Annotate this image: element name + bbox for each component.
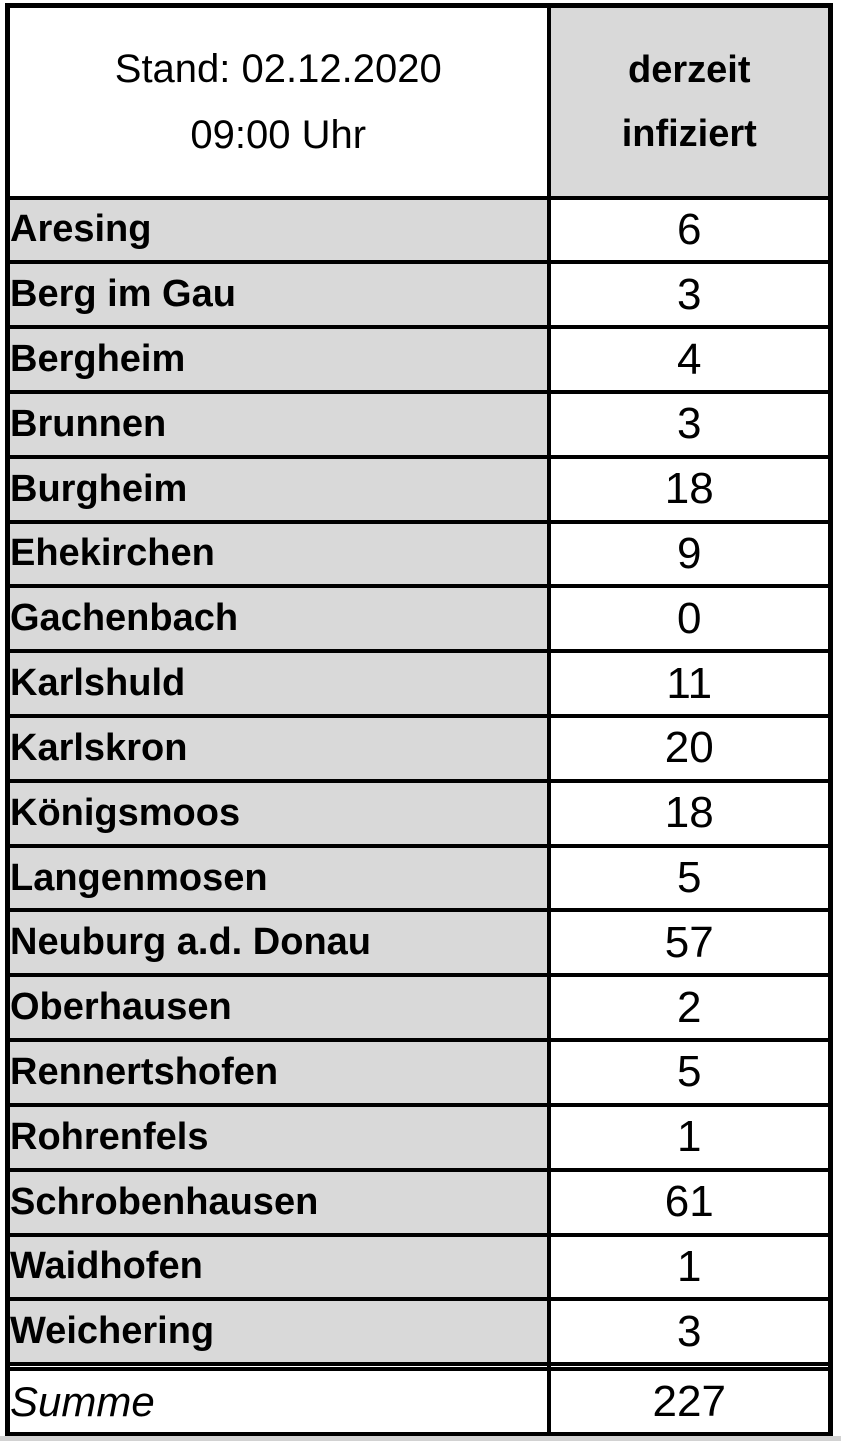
infected-count-cell: 5 [546,1038,833,1107]
table-row: Berg im Gau 3 [5,260,833,330]
table-row: Rennertshofen 5 [5,1038,833,1107]
status-time-line2: 09:00 Uhr [190,112,367,157]
table-row: Langenmosen 5 [5,843,833,913]
total-row: Summe 227 [5,1367,833,1437]
municipality-name-cell: Burgheim [5,454,551,524]
municipality-name-cell: Schrobenhausen [5,1167,551,1237]
infected-count-cell: 9 [546,519,833,589]
table-row: Karlskron 20 [5,714,833,783]
municipality-name-cell: Bergheim [5,325,551,394]
table-row: Königsmoos 18 [5,778,833,848]
status-date-line1: Stand: 02.12.2020 [114,46,442,91]
municipality-name-cell: Aresing [5,195,551,265]
table-row: Ehekirchen 9 [5,519,833,589]
bottom-edge-strip [0,1436,841,1441]
table-row: Bergheim 4 [5,325,833,394]
municipality-name-cell: Karlskron [5,714,551,783]
municipality-name-cell: Karlshuld [5,649,551,718]
infected-count-cell: 4 [546,325,833,394]
municipality-name-cell: Rennertshofen [5,1038,551,1107]
table-row: Oberhausen 2 [5,973,833,1043]
currently-infected-header-cell: derzeit infiziert [546,3,833,200]
currently-infected-line2: infiziert [621,112,757,155]
table-header-row: Stand: 02.12.2020 09:00 Uhr derzeit infi… [5,3,833,200]
infected-count-cell: 3 [546,389,833,459]
total-label-cell: Summe [5,1367,551,1437]
footer-rows: Summe 227 [5,1362,833,1437]
municipality-name-cell: Weichering [5,1297,551,1367]
table-row: Karlshuld 11 [5,649,833,718]
infection-table: Stand: 02.12.2020 09:00 Uhr derzeit infi… [5,3,833,1437]
empty-row [5,1362,833,1371]
infected-count-cell: 2 [546,973,833,1043]
infected-count-cell: 18 [546,778,833,848]
table-row: Waidhofen 1 [5,1232,833,1302]
table-row: Neuburg a.d. Donau 57 [5,908,833,978]
infected-count-cell: 1 [546,1102,833,1172]
infected-count-cell: 3 [546,1297,833,1367]
municipality-name-cell: Oberhausen [5,973,551,1043]
infected-count-cell: 18 [546,454,833,524]
infected-count-cell: 6 [546,195,833,265]
table-row: Aresing 6 [5,195,833,265]
municipality-name-cell: Ehekirchen [5,519,551,589]
infected-count-cell: 1 [546,1232,833,1302]
empty-name-cell [5,1362,551,1371]
infected-count-cell: 3 [546,260,833,330]
table-row: Burgheim 18 [5,454,833,524]
infected-count-cell: 5 [546,843,833,913]
municipality-name-cell: Brunnen [5,389,551,459]
table-row: Schrobenhausen 61 [5,1167,833,1237]
municipality-name-cell: Rohrenfels [5,1102,551,1172]
infected-count-cell: 11 [546,649,833,718]
infected-count-cell: 20 [546,714,833,783]
table-row: Gachenbach 0 [5,584,833,654]
infected-count-cell: 57 [546,908,833,978]
table-row: Weichering 3 [5,1297,833,1367]
total-value-cell: 227 [546,1367,833,1437]
municipality-name-cell: Gachenbach [5,584,551,654]
municipality-name-cell: Königsmoos [5,778,551,848]
status-date-cell: Stand: 02.12.2020 09:00 Uhr [5,3,551,200]
municipality-name-cell: Berg im Gau [5,260,551,330]
currently-infected-line1: derzeit [628,48,751,91]
table-row: Brunnen 3 [5,389,833,459]
infected-count-cell: 61 [546,1167,833,1237]
municipality-name-cell: Neuburg a.d. Donau [5,908,551,978]
table-row: Rohrenfels 1 [5,1102,833,1172]
empty-value-cell [546,1362,833,1371]
infected-count-cell: 0 [546,584,833,654]
municipality-name-cell: Langenmosen [5,843,551,913]
municipality-rows: Aresing 6 Berg im Gau 3 Bergheim 4 Brunn… [5,195,833,1367]
municipality-name-cell: Waidhofen [5,1232,551,1302]
